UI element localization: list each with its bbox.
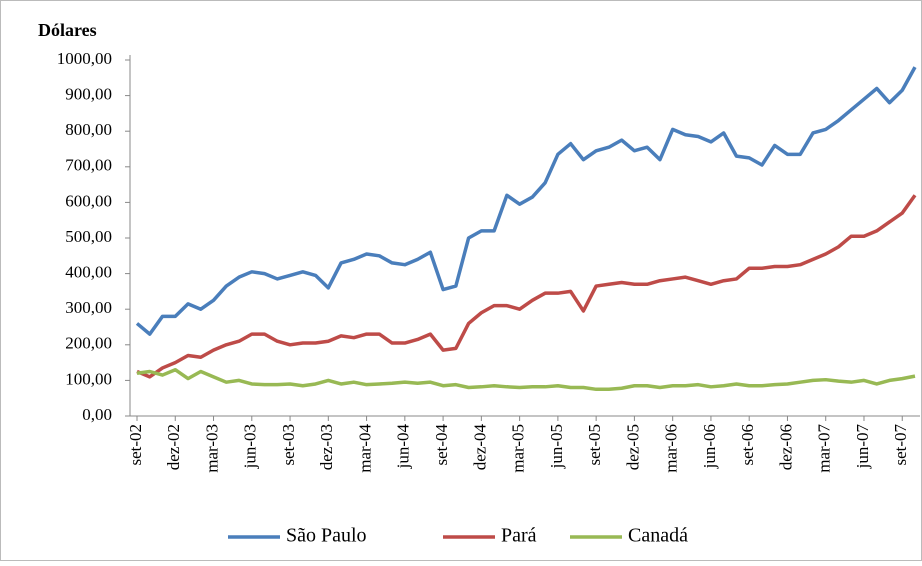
y-tick-label: 400,00 [65, 263, 112, 282]
y-tick-label: 0,00 [82, 405, 112, 424]
x-tick-label: set-02 [126, 424, 145, 466]
x-tick-label: mar-03 [202, 424, 221, 473]
y-tick-label: 800,00 [65, 120, 112, 139]
x-tick-label: mar-07 [815, 424, 834, 473]
x-tick-label: set-04 [432, 424, 451, 466]
y-tick-label: 500,00 [65, 227, 112, 246]
x-tick-label: dez-06 [776, 424, 795, 470]
x-tick-label: dez-02 [164, 424, 183, 470]
series-line [136, 194, 917, 379]
y-tick-label: 300,00 [65, 298, 112, 317]
x-tick-label: set-07 [891, 424, 910, 466]
y-tick-label: 600,00 [65, 191, 112, 210]
legend-label: Pará [501, 525, 537, 547]
y-tick-label: 700,00 [65, 156, 112, 175]
x-tick-label: dez-04 [470, 424, 489, 471]
legend-label: Canadá [628, 525, 688, 547]
x-tick-label: mar-06 [662, 424, 681, 473]
x-tick-label: jun-05 [547, 424, 566, 469]
y-tick-label: 200,00 [65, 334, 112, 353]
y-tick-label: 900,00 [65, 85, 112, 104]
x-tick-label: dez-05 [623, 424, 642, 470]
x-tick-label: jun-03 [241, 424, 260, 469]
x-tick-label: set-06 [738, 424, 757, 466]
series-line [136, 367, 916, 392]
x-tick-label: mar-05 [509, 424, 528, 473]
y-axis-label: Dólares [38, 20, 97, 40]
x-tick-label: dez-03 [317, 424, 336, 470]
x-tick-label: set-03 [279, 424, 298, 466]
x-tick-label: set-05 [585, 424, 604, 466]
legend-label: São Paulo [286, 525, 367, 547]
y-tick-label: 100,00 [65, 369, 112, 388]
x-tick-label: jun-07 [853, 424, 872, 470]
x-tick-label: jun-06 [700, 424, 719, 469]
series-line [135, 66, 917, 336]
x-tick-label: jun-04 [394, 424, 413, 470]
x-tick-label: mar-04 [355, 424, 374, 473]
y-tick-label: 1000,00 [57, 49, 112, 68]
